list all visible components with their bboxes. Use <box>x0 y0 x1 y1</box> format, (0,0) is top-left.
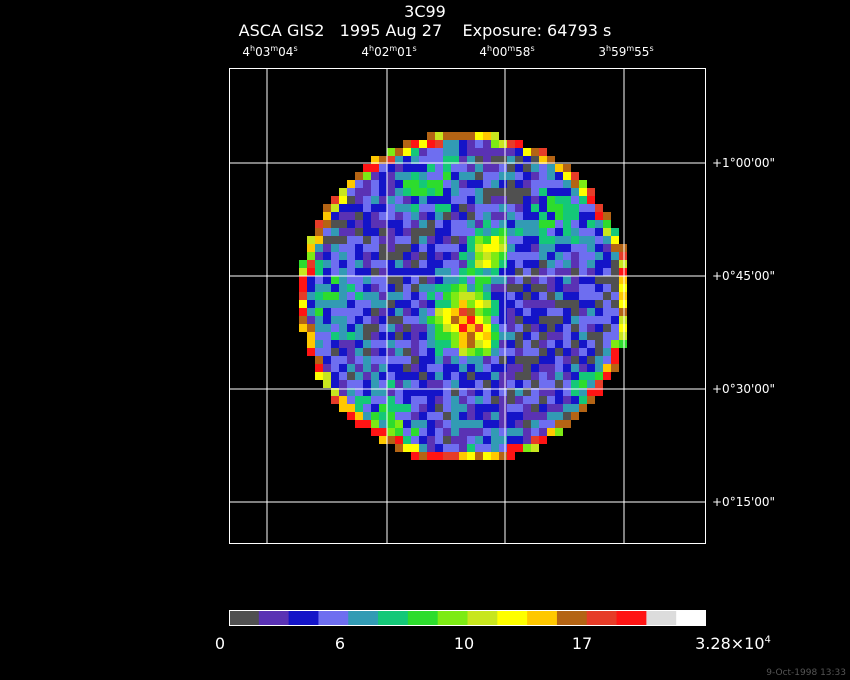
colorbar-swatch <box>676 610 706 626</box>
colorbar-label: 17 <box>571 634 593 653</box>
colorbar-swatch <box>467 610 498 626</box>
dec-label: +0°45'00" <box>712 269 776 283</box>
object-title: 3C99 <box>404 2 446 21</box>
ra-label: 4h02m01s <box>361 44 417 59</box>
colorbar-label: 0 <box>214 634 226 653</box>
colorbar-swatch <box>348 610 379 626</box>
colorbar-swatch <box>586 610 618 626</box>
colorbar-label: 10 <box>453 634 475 653</box>
colorbar-swatch <box>437 610 468 626</box>
colorbar-swatch <box>497 610 528 626</box>
dec-label: +1°00'00" <box>712 156 776 170</box>
colorbar-swatch <box>288 610 319 626</box>
colorbar-swatch <box>527 610 558 626</box>
colorbar-swatch <box>616 610 647 626</box>
colorbar-label: 6 <box>334 634 346 653</box>
ra-label: 3h59m55s <box>598 44 654 59</box>
image-frame <box>229 68 706 544</box>
colorbar-swatch <box>378 610 409 626</box>
ra-label: 4h00m58s <box>479 44 535 59</box>
colorbar-swatch <box>318 610 349 626</box>
sky-image <box>229 68 706 544</box>
timestamp: 9-Oct-1998 13:33 <box>766 668 846 678</box>
colorbar-swatch <box>556 610 588 626</box>
dec-label: +0°30'00" <box>712 382 776 396</box>
sky-pixels <box>299 132 627 460</box>
colorbar-frame <box>229 610 706 626</box>
observation-info: ASCA GIS2 1995 Aug 27 Exposure: 64793 s <box>238 21 612 40</box>
ra-label: 4h03m04s <box>242 44 298 59</box>
colorbar-swatch <box>646 610 677 626</box>
colorbar-swatch <box>407 610 439 626</box>
colorbar-swatch <box>229 610 260 626</box>
dec-label: +0°15'00" <box>712 495 776 509</box>
colorbar-max-label: 3.28×104 <box>695 634 771 653</box>
colorbar <box>229 610 706 626</box>
colorbar-swatch <box>258 610 290 626</box>
